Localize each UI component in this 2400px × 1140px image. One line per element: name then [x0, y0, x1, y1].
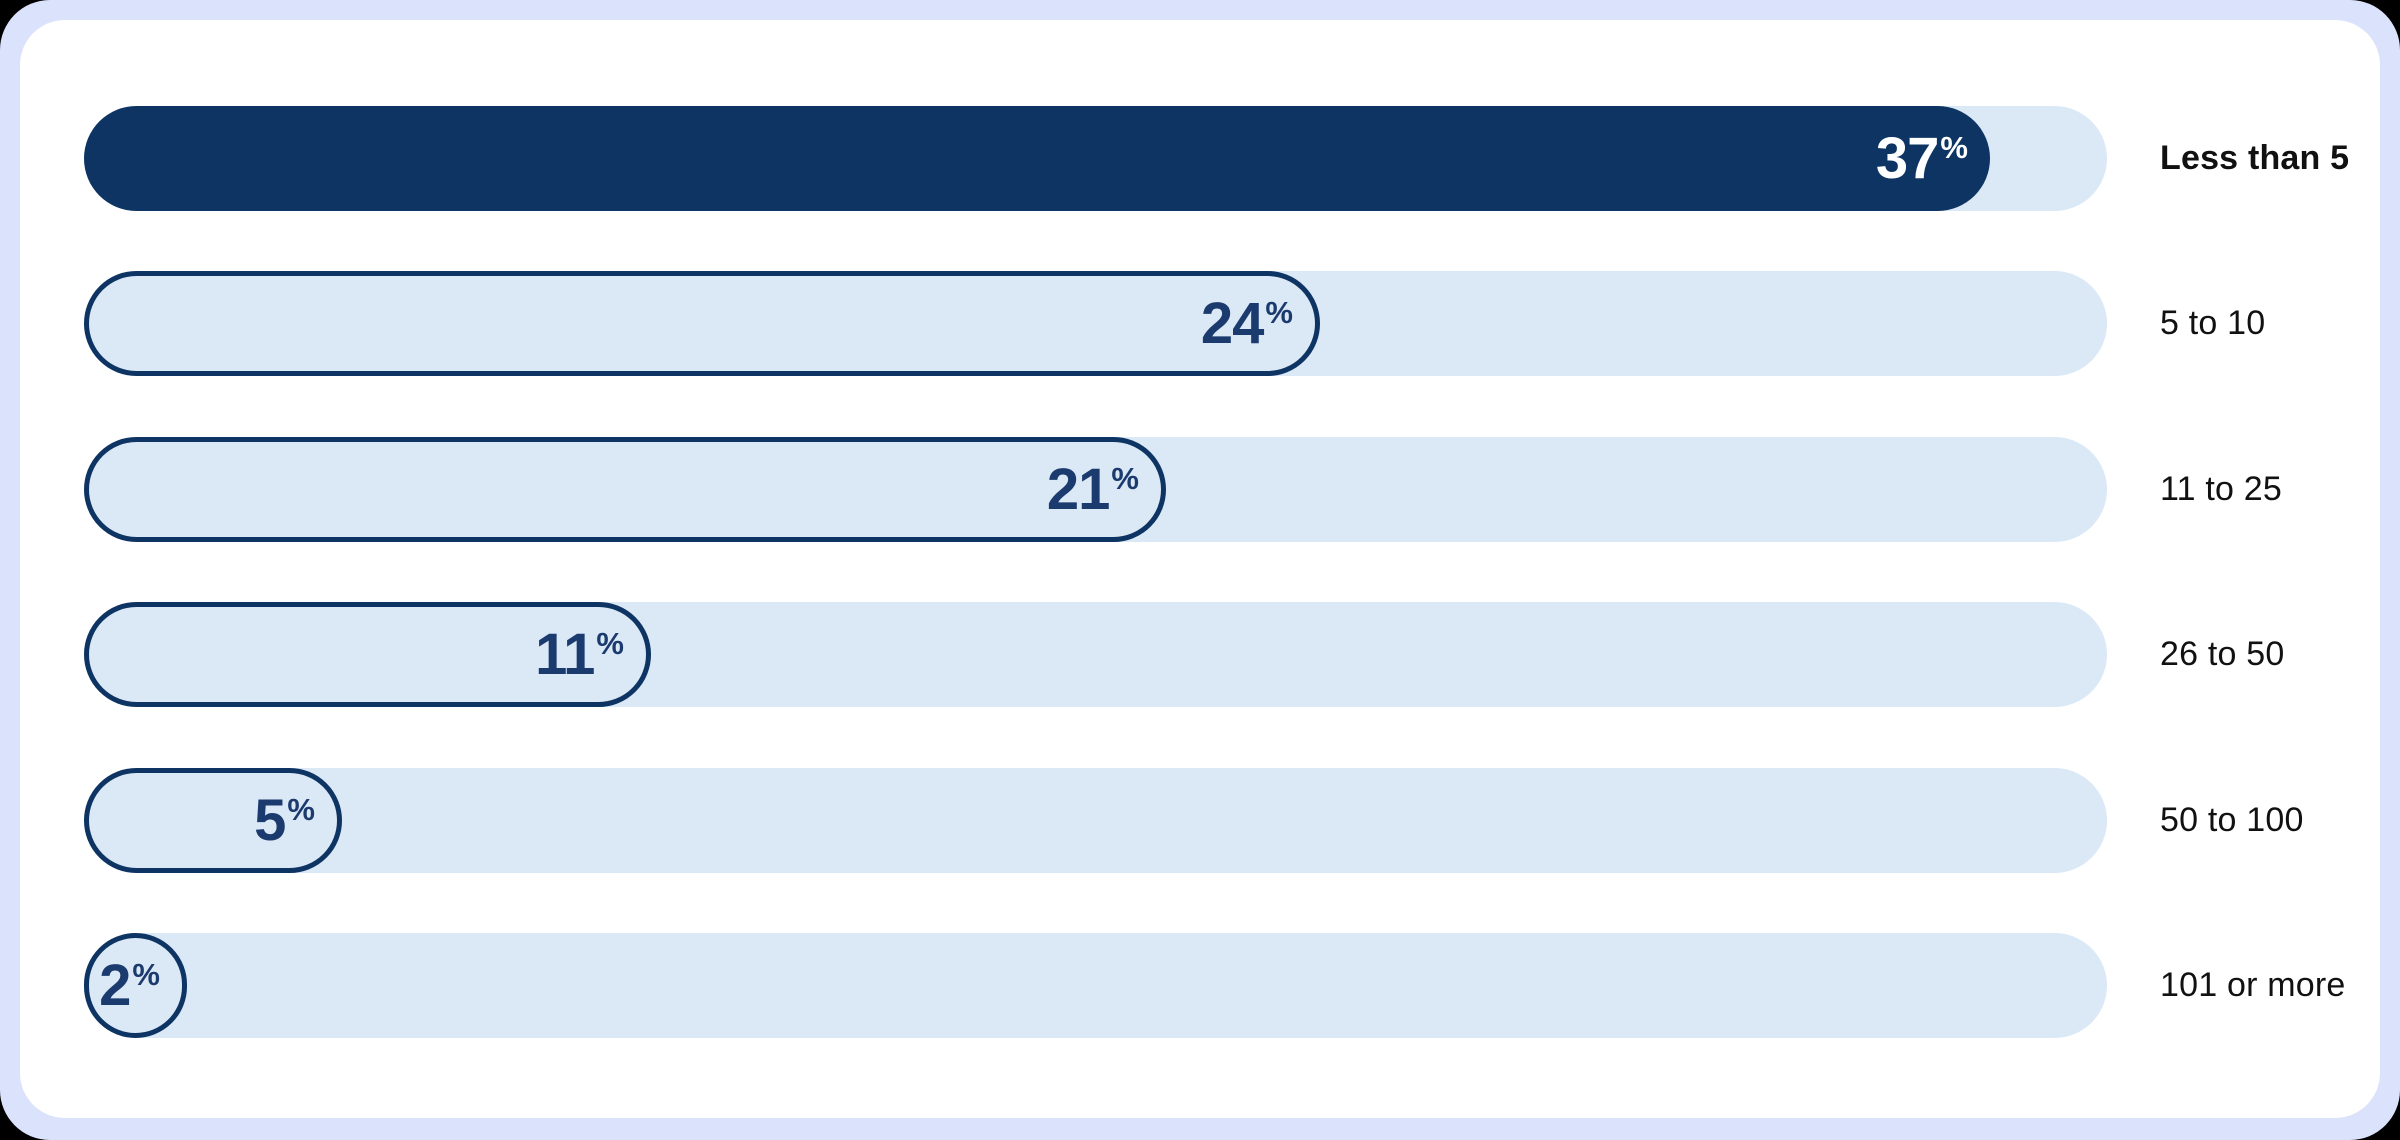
bar-track: 21% [84, 437, 2107, 542]
bar-track: 11% [84, 602, 2107, 707]
bar-value-number: 2 [99, 952, 131, 1018]
percent-sign: % [1111, 460, 1139, 496]
bar-category-label: 11 to 25 [2160, 470, 2282, 508]
bar-value-number: 21 [1046, 456, 1111, 522]
bar-value: 2% [99, 956, 160, 1015]
bar-track: 37% [84, 106, 2107, 211]
bar-row: 2% 101 or more [84, 933, 2380, 1038]
bar-track: 2% [84, 933, 2107, 1038]
bar-category-label: 50 to 100 [2160, 801, 2304, 839]
bar-value: 11% [535, 625, 624, 684]
bar-value: 21% [1047, 460, 1139, 519]
bar-chart: 37% Less than 5 24% 5 to 10 21% 11 to 25 11% 26… [84, 106, 2380, 1118]
bar-track: 5% [84, 768, 2107, 873]
chart-card: 37% Less than 5 24% 5 to 10 21% 11 to 25 11% 26… [20, 20, 2380, 1118]
bar-value-number: 37 [1875, 125, 1940, 191]
bar-category-label: 26 to 50 [2160, 635, 2285, 673]
percent-sign: % [287, 791, 315, 827]
bar-row: 24% 5 to 10 [84, 271, 2380, 376]
percent-sign: % [1265, 294, 1293, 330]
bar-fill: 11% [84, 602, 651, 707]
bar-category-label: 5 to 10 [2160, 304, 2266, 342]
bar-row: 11% 26 to 50 [84, 602, 2380, 707]
bar-value: 24% [1201, 294, 1293, 353]
bar-value-number: 11 [535, 621, 595, 687]
bar-track: 24% [84, 271, 2107, 376]
percent-sign: % [1940, 129, 1968, 165]
bar-value: 37% [1876, 129, 1968, 188]
percent-sign: % [132, 956, 160, 992]
bar-category-label: Less than 5 [2160, 139, 2350, 177]
bar-row: 21% 11 to 25 [84, 437, 2380, 542]
bar-fill: 24% [84, 271, 1320, 376]
bar-row: 37% Less than 5 [84, 106, 2380, 211]
bar-value: 5% [254, 791, 315, 850]
bar-value-number: 5 [254, 787, 286, 853]
percent-sign: % [596, 625, 624, 661]
bar-row: 5% 50 to 100 [84, 768, 2380, 873]
bar-fill: 2% [84, 933, 187, 1038]
bar-value-number: 24 [1200, 290, 1265, 356]
bar-fill: 37% [84, 106, 1990, 211]
bar-fill: 5% [84, 768, 342, 873]
bar-category-label: 101 or more [2160, 966, 2346, 1004]
bar-fill: 21% [84, 437, 1166, 542]
